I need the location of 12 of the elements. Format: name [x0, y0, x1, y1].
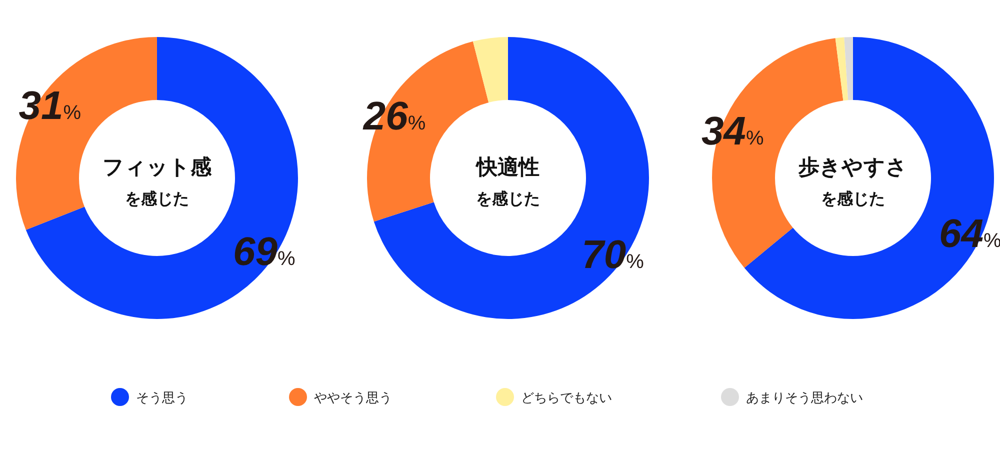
- legend-label: あまりそう思わない: [746, 391, 863, 406]
- data-label: 70%: [582, 233, 644, 278]
- text: を感じた: [821, 189, 885, 208]
- text: 快適性: [474, 155, 540, 179]
- data-label: 69%: [232, 230, 296, 274]
- legend-label: そう思う: [136, 391, 188, 406]
- text: を感じた: [125, 189, 189, 208]
- text: 歩きやすさ: [798, 155, 908, 179]
- legend-label: ややそう思う: [314, 391, 392, 406]
- legend-label: どちらでもない: [521, 391, 612, 406]
- text: を感じた: [476, 189, 540, 208]
- text: フィット感: [102, 155, 212, 179]
